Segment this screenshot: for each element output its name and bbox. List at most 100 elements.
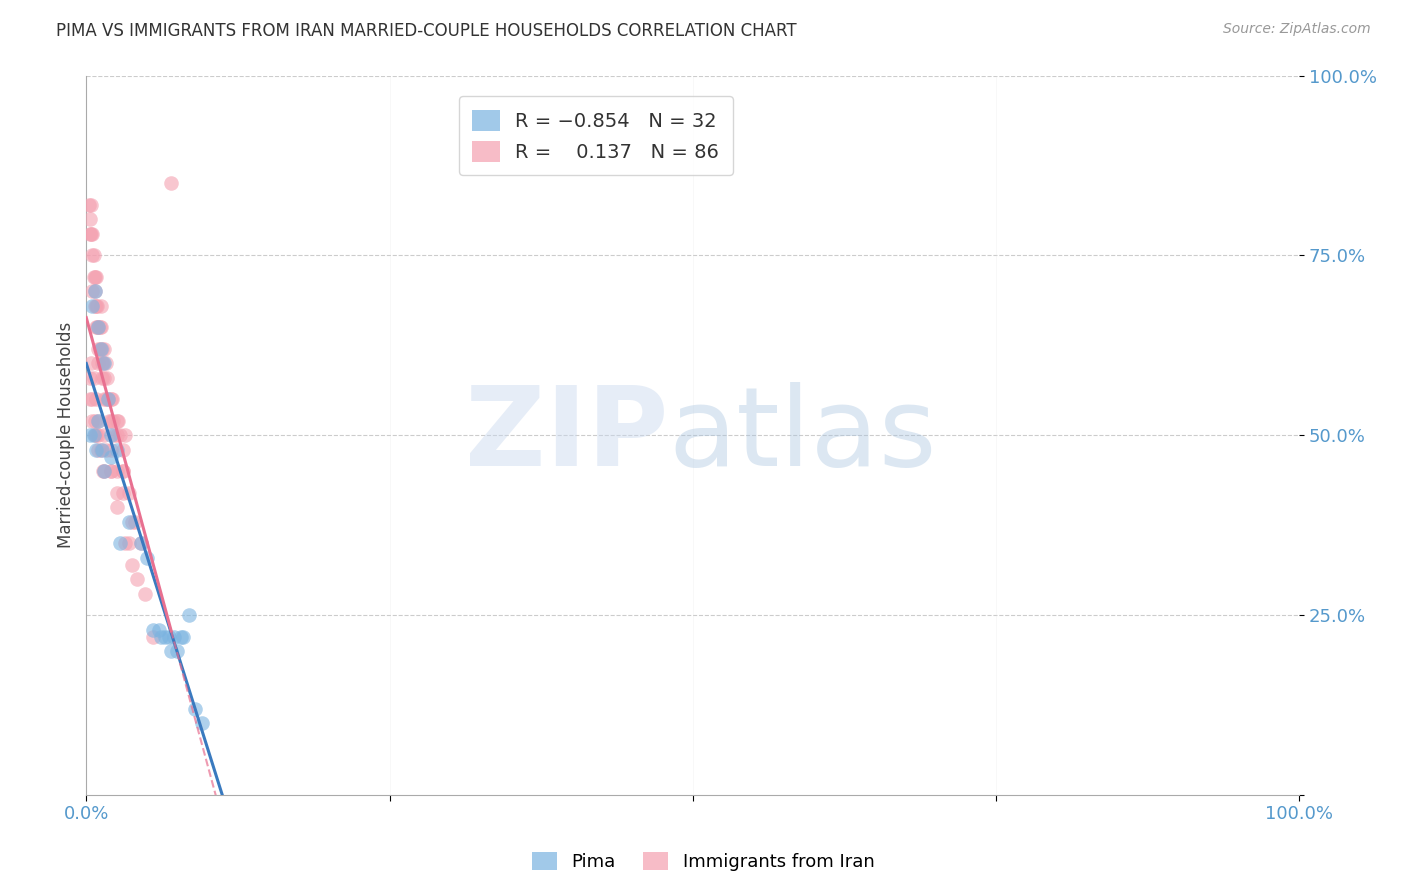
Point	[184, 702, 207, 716]
Point	[100, 428, 122, 442]
Point	[105, 500, 128, 515]
Point	[111, 486, 134, 500]
Point	[172, 630, 194, 644]
Point	[93, 392, 115, 407]
Text: atlas: atlas	[668, 382, 936, 489]
Point	[83, 299, 105, 313]
Point	[87, 428, 110, 442]
Point	[79, 212, 101, 227]
Legend: R = −0.854   N = 32, R =    0.137   N = 86: R = −0.854 N = 32, R = 0.137 N = 86	[458, 96, 733, 176]
Point	[111, 464, 134, 478]
Point	[91, 342, 114, 356]
Point	[84, 320, 107, 334]
Point	[79, 428, 101, 442]
Text: ZIP: ZIP	[465, 382, 668, 489]
Point	[118, 486, 141, 500]
Point	[118, 536, 141, 550]
Point	[110, 536, 132, 550]
Point	[83, 370, 105, 384]
Point	[105, 486, 128, 500]
Point	[87, 442, 110, 457]
Point	[91, 370, 114, 384]
Point	[83, 270, 105, 285]
Point	[93, 356, 115, 370]
Point	[91, 356, 114, 370]
Point	[91, 356, 114, 370]
Legend: Pima, Immigrants from Iran: Pima, Immigrants from Iran	[524, 845, 882, 879]
Point	[90, 342, 112, 356]
Point	[124, 515, 146, 529]
Point	[84, 442, 107, 457]
Point	[84, 299, 107, 313]
Point	[80, 227, 103, 241]
Point	[83, 248, 105, 262]
Text: PIMA VS IMMIGRANTS FROM IRAN MARRIED-COUPLE HOUSEHOLDS CORRELATION CHART: PIMA VS IMMIGRANTS FROM IRAN MARRIED-COU…	[56, 22, 797, 40]
Point	[83, 285, 105, 299]
Point	[118, 515, 141, 529]
Point	[142, 623, 165, 637]
Point	[100, 414, 122, 428]
Point	[87, 414, 110, 428]
Point	[90, 442, 112, 457]
Point	[98, 414, 121, 428]
Point	[136, 550, 159, 565]
Point	[105, 414, 128, 428]
Point	[91, 464, 114, 478]
Point	[101, 414, 124, 428]
Point	[111, 442, 134, 457]
Point	[157, 630, 180, 644]
Point	[93, 428, 115, 442]
Point	[82, 392, 104, 407]
Point	[105, 442, 128, 457]
Point	[82, 227, 104, 241]
Point	[100, 392, 122, 407]
Point	[94, 392, 117, 407]
Point	[111, 464, 134, 478]
Point	[162, 630, 184, 644]
Point	[82, 285, 104, 299]
Point	[121, 515, 143, 529]
Point	[86, 299, 108, 313]
Point	[93, 370, 115, 384]
Point	[107, 414, 129, 428]
Point	[153, 630, 176, 644]
Point	[105, 464, 128, 478]
Point	[150, 630, 173, 644]
Point	[89, 342, 111, 356]
Point	[179, 608, 201, 623]
Point	[83, 285, 105, 299]
Point	[96, 370, 118, 384]
Point	[110, 428, 132, 442]
Point	[86, 320, 108, 334]
Point	[121, 558, 143, 572]
Point	[90, 320, 112, 334]
Point	[83, 428, 105, 442]
Point	[97, 392, 120, 407]
Point	[170, 630, 193, 644]
Point	[83, 428, 105, 442]
Point	[129, 536, 152, 550]
Point	[93, 464, 115, 478]
Point	[93, 342, 115, 356]
Point	[84, 428, 107, 442]
Point	[89, 320, 111, 334]
Point	[142, 630, 165, 644]
Point	[100, 442, 122, 457]
Point	[80, 198, 103, 212]
Point	[134, 586, 156, 600]
Point	[94, 356, 117, 370]
Point	[100, 464, 122, 478]
Point	[148, 623, 170, 637]
Point	[100, 464, 122, 478]
Point	[79, 227, 101, 241]
Point	[87, 320, 110, 334]
Point	[103, 428, 125, 442]
Point	[93, 464, 115, 478]
Point	[90, 299, 112, 313]
Point	[84, 270, 107, 285]
Point	[87, 356, 110, 370]
Point	[82, 299, 104, 313]
Text: Source: ZipAtlas.com: Source: ZipAtlas.com	[1223, 22, 1371, 37]
Point	[83, 270, 105, 285]
Point	[77, 198, 100, 212]
